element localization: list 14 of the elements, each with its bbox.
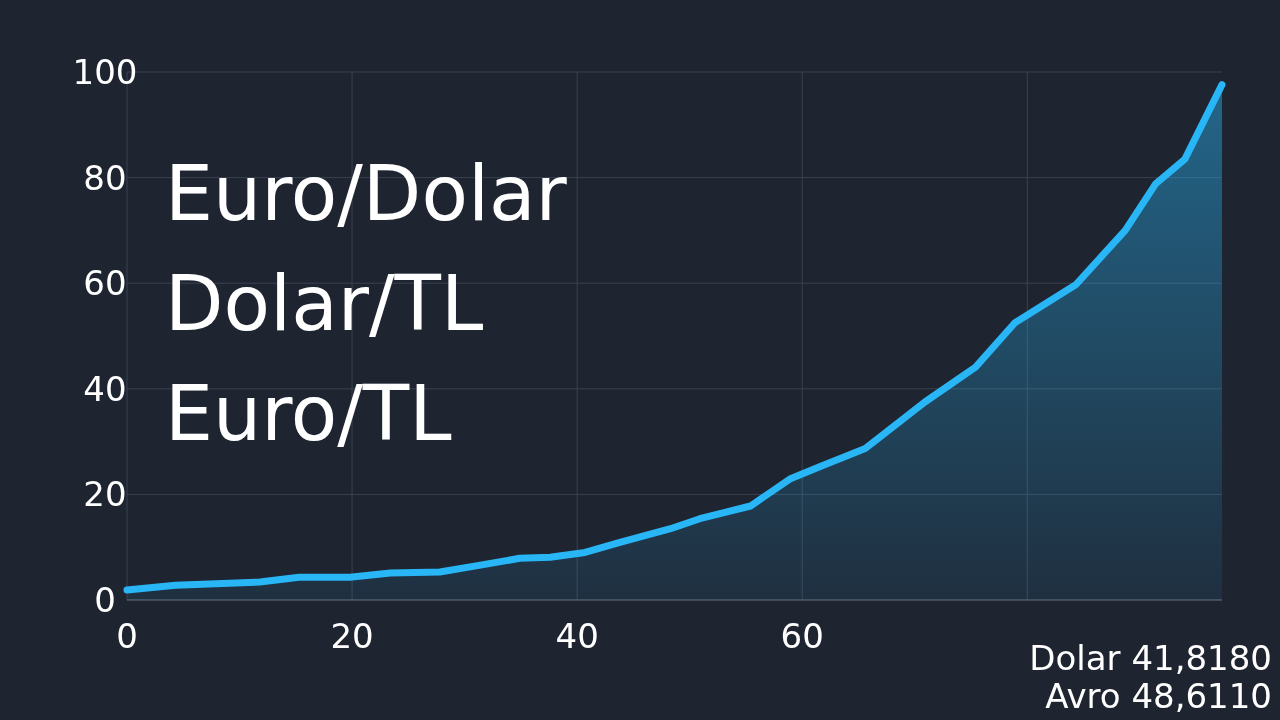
text: Dolar 41,8180 <box>1029 638 1272 678</box>
annotation: Euro/TL <box>165 369 452 458</box>
text: Avro 48,6110 <box>1045 676 1272 716</box>
annotation: Euro/Dolar <box>165 149 568 238</box>
x-tick-label: 20 <box>330 616 374 656</box>
y-tick-label: 20 <box>83 474 127 515</box>
x-tick-label: 40 <box>555 616 599 656</box>
y-tick-label: 40 <box>83 368 127 409</box>
y-tick-label: 100 <box>72 52 138 92</box>
y-tick-label: 80 <box>83 157 127 198</box>
annotation: Dolar/TL <box>165 259 484 348</box>
y-tick-label: 0 <box>94 580 116 620</box>
y-tick-label: 60 <box>83 263 127 304</box>
x-tick-label: 60 <box>780 616 824 656</box>
